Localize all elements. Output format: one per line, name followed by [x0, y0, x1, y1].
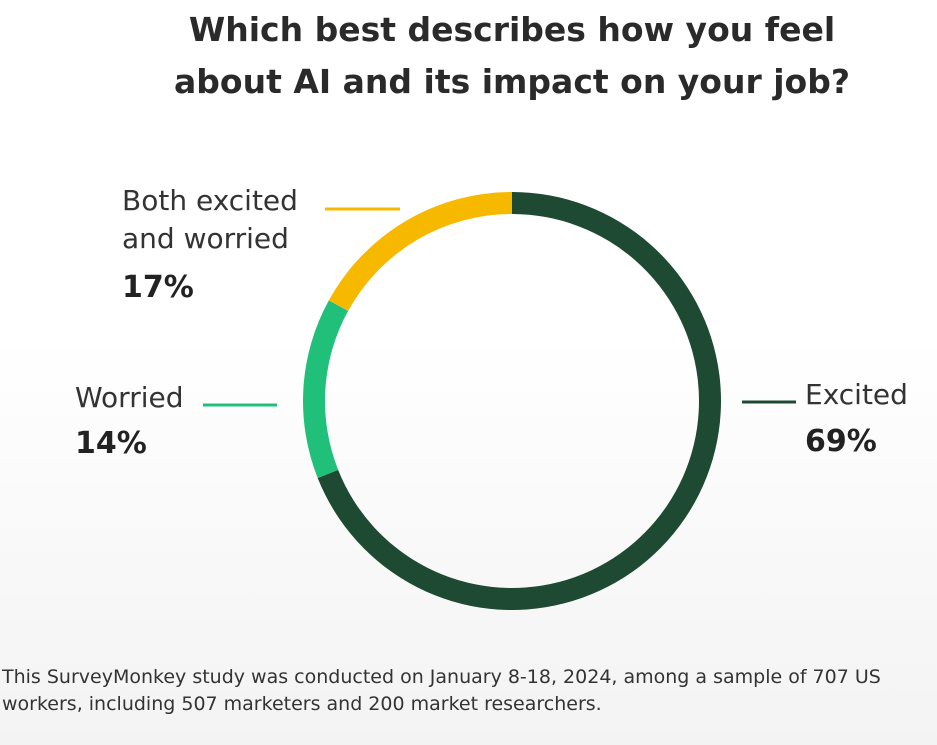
- donut-segment: [303, 300, 349, 478]
- value-label: 14%: [75, 426, 147, 461]
- footnote: This SurveyMonkey study was conducted on…: [2, 666, 881, 715]
- category-label: Both excited and worried: [122, 184, 298, 255]
- category-label: Worried: [75, 381, 184, 414]
- chart-title: Which best describes how you feel about …: [174, 10, 850, 101]
- value-label: 17%: [122, 270, 194, 305]
- donut-segment: [328, 192, 512, 311]
- category-label: Excited: [805, 378, 908, 411]
- value-label: 69%: [805, 424, 877, 459]
